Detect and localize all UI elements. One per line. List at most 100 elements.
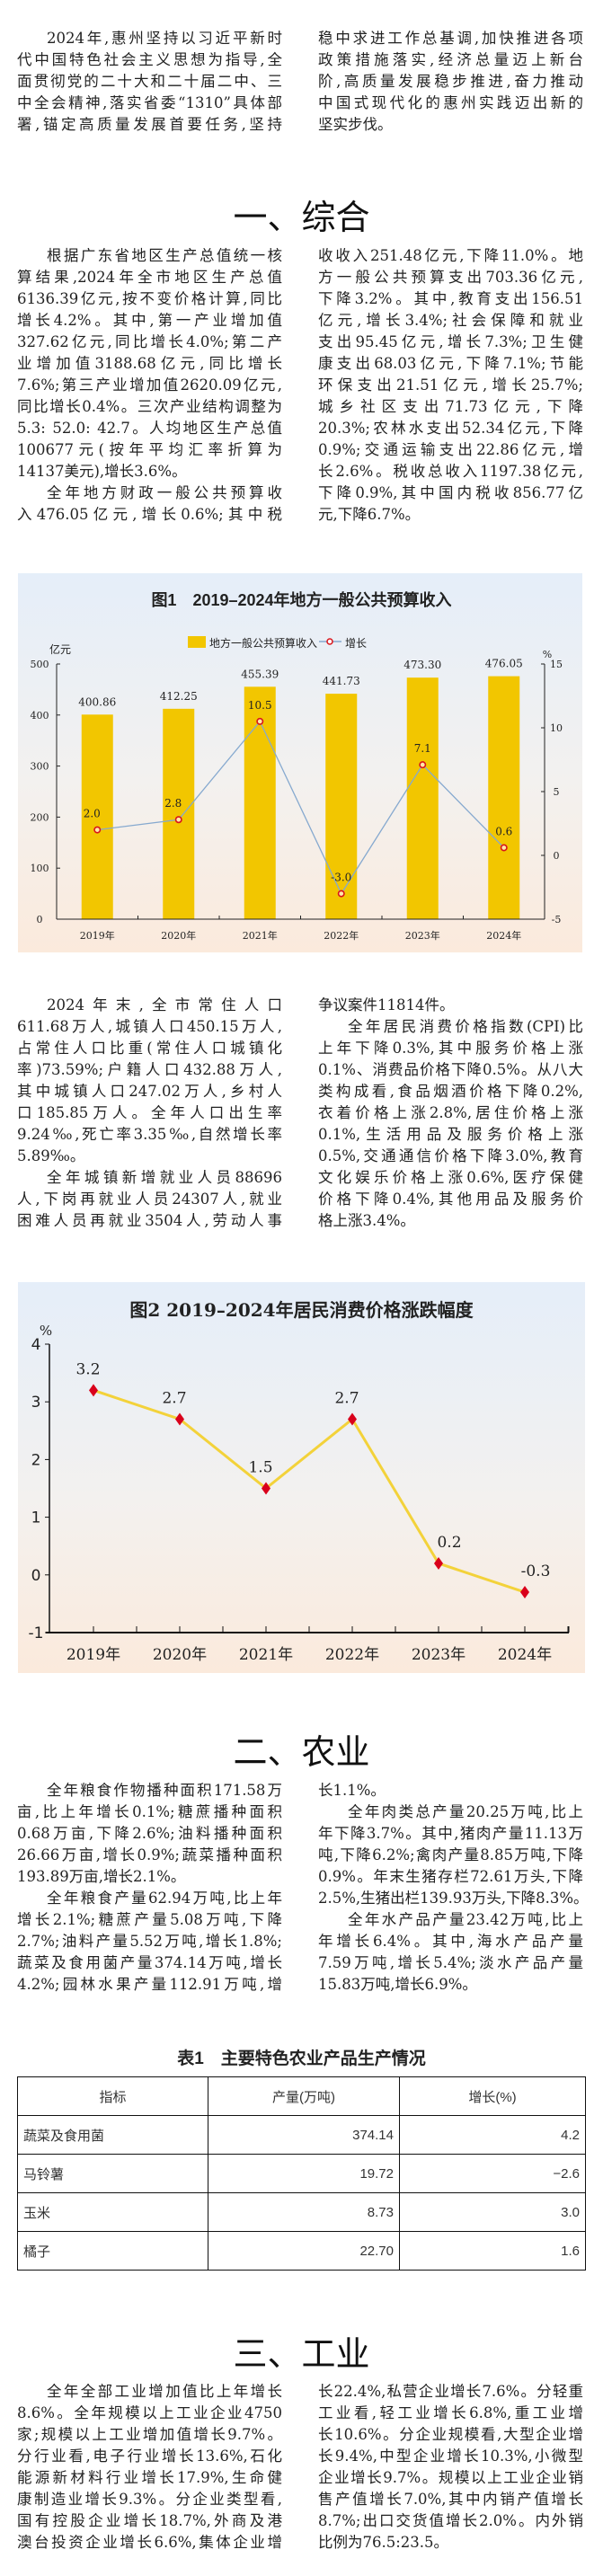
y-tick-label: 4 xyxy=(31,1336,41,1354)
bar xyxy=(163,708,195,919)
bar xyxy=(244,686,276,919)
left-tick-label: 0 xyxy=(37,914,43,925)
growth-cell: 4.2 xyxy=(399,2115,586,2155)
text-line: 20.3%;农林水支出52.34亿元,下降 xyxy=(318,420,583,437)
cpi-value-label: 1.5 xyxy=(248,1459,272,1477)
general-right-column: 收收入251.48亿元,下降11.0%。地 方一般公共预算支出703.36亿元, 下… xyxy=(318,245,583,526)
text-line: 7.59万吨,增长5.4%;淡水产品产量 xyxy=(318,1954,583,1971)
header-indicator: 指标 xyxy=(17,2076,208,2116)
cpi-value-label: 0.2 xyxy=(437,1534,461,1552)
text-line: 长9.4%,中型企业增长10.3%,小微型 xyxy=(318,2448,583,2465)
text-line: 坚实步伐。 xyxy=(318,116,393,133)
text-line: 全年城镇新增就业人员88696 xyxy=(47,1169,282,1186)
population-right-column: 争议案件11814件。 全年居民消费价格指数(CPI)比 上年下降0.3%,其中服务… xyxy=(318,995,583,1232)
text-line: 能源新材料行业增长17.9%,生命健 xyxy=(17,2469,282,2486)
table-header-row: 指标 产量(万吨) 增长(%) xyxy=(17,2076,586,2116)
x-tick-label: 2023年 xyxy=(405,929,440,942)
text-line: 8.6%。全年规模以上工业企业4750 xyxy=(17,2404,282,2421)
section-heading-agriculture: 二、农业 xyxy=(233,1732,370,1772)
text-line: 全年粮食作物播种面积171.58万 xyxy=(47,1782,282,1799)
cpi-marker xyxy=(89,1384,98,1397)
x-tick-label: 2020年 xyxy=(161,929,196,942)
cpi-value-label: 2.7 xyxy=(334,1389,359,1407)
text-line: 年增长6.4%。其中,海水产品产量 xyxy=(318,1933,583,1950)
header-output: 产量(万吨) xyxy=(208,2076,400,2116)
text-line: 下降0.9%,其中国内税收856.77亿 xyxy=(318,484,583,501)
table-row: 橘子 22.70 1.6 xyxy=(17,2231,586,2271)
text-line: 比例为76.5:23.5。 xyxy=(318,2534,449,2551)
right-tick-label: 10 xyxy=(550,722,563,734)
text-line: 吨,下降6.2%;禽肉产量8.85万吨,下降 xyxy=(318,1846,583,1863)
text-line: 类构成看,食品烟酒价格下降0.2%, xyxy=(318,1083,583,1100)
text-line: 2024年,惠州坚持以习近平新时 xyxy=(47,30,282,47)
legend-line-label: 增长 xyxy=(345,637,367,650)
left-tick-label: 400 xyxy=(31,710,49,721)
y-axis-unit: % xyxy=(40,1323,52,1339)
x-tick-label: 2019年 xyxy=(67,1646,120,1664)
text-line: 0.1%,生活用品及服务价格上涨 xyxy=(318,1126,583,1143)
x-tick-label: 2021年 xyxy=(243,929,278,942)
text-line: 5.89‰。 xyxy=(17,1147,85,1164)
text-line: 面贯彻党的二十大和二十届二中、三 xyxy=(17,73,282,90)
text-line: 7.6%;第三产业增加值2620.09亿元, xyxy=(17,376,282,394)
text-line: 2024年末,全市常住人口 xyxy=(47,996,282,1014)
text-line: 0.9%;交通运输支出22.86亿元,增 xyxy=(318,441,583,458)
text-line: 15.83万吨,增长6.9%。 xyxy=(318,1976,477,1993)
right-tick-label: 0 xyxy=(554,850,560,862)
text-line: 增长4.2%。其中,第一产业增加值 xyxy=(17,312,282,329)
text-line: 长10.6%。分企业规模看,大型企业增 xyxy=(318,2426,583,2443)
text-line: 家;规模以上工业增加值增长9.7%。 xyxy=(17,2426,282,2443)
text-line: 争议案件11814件。 xyxy=(318,996,455,1014)
text-line: 元,下降6.7%。 xyxy=(318,506,421,523)
right-tick-label: 15 xyxy=(550,659,563,670)
output-cell: 374.14 xyxy=(208,2115,400,2155)
x-tick-label: 2021年 xyxy=(239,1646,293,1664)
bar-value-label: 400.86 xyxy=(78,695,116,708)
chart2-cpi: % -1 0 1 2 3 4 2019年 2020年 2021年 2022年 2023年 2024年 3.… xyxy=(18,1282,585,1673)
text-line: 人,下岗再就业人员24307人,就业 xyxy=(17,1191,282,1208)
text-line: 占常住人口比重(常住人口城镇化 xyxy=(17,1040,282,1057)
text-line: 193.89万亩,增长2.1%。 xyxy=(17,1868,186,1885)
text-line: 署,锚定高质量发展首要任务,坚持 xyxy=(17,116,282,133)
cpi-marker xyxy=(520,1586,529,1599)
text-line: 售产值增长7.0%,其中内销产值增长 xyxy=(318,2491,583,2508)
x-tick-label: 2019年 xyxy=(80,929,115,942)
bar xyxy=(406,677,439,919)
growth-cell: 1.6 xyxy=(399,2231,586,2271)
text-line: 率)73.59%;户籍人口432.88万人, xyxy=(17,1061,282,1078)
y-tick-label: -1 xyxy=(29,1624,44,1642)
right-tick-label: 5 xyxy=(554,786,560,798)
population-left-column: 2024年末,全市常住人口 611.68万人,城镇人口450.15万人, 占常住人口… xyxy=(17,995,282,1232)
right-tick-label: -5 xyxy=(552,914,562,925)
growth-marker xyxy=(337,890,345,898)
agriculture-right-column: 长1.1%。 全年肉类总产量20.25万吨,比上 年下降3.7%。其中,猪肉产量11… xyxy=(318,1780,589,1996)
left-tick-label: 300 xyxy=(31,761,49,773)
growth-marker xyxy=(256,717,264,725)
growth-value-label: 2.0 xyxy=(84,808,101,820)
text-line: 入476.05亿元,增长0.6%;其中税 xyxy=(17,506,282,523)
text-line: 中国式现代化的惠州实践迈出新的 xyxy=(318,94,583,111)
text-line: 格上涨3.4%。 xyxy=(318,1212,415,1229)
cpi-marker xyxy=(348,1412,357,1426)
x-tick-label: 2024年 xyxy=(498,1646,552,1664)
text-line: 0.5%,交通通信价格下降3.0%,教育 xyxy=(318,1147,583,1164)
text-line: 蔬菜及食用菌产量374.14万吨,增长 xyxy=(17,1954,282,1971)
text-line: 算结果,2024年全市地区生产总值 xyxy=(17,269,282,286)
bar xyxy=(488,676,520,919)
growth-marker xyxy=(174,816,182,824)
text-line: 文化娱乐价格上涨0.6%,医疗保健 xyxy=(318,1169,583,1186)
text-line: 支出95.45亿元,增长7.3%;卫生健 xyxy=(318,333,583,350)
cpi-marker xyxy=(434,1556,443,1570)
table-row: 蔬菜及食用菌 374.14 4.2 xyxy=(17,2115,586,2155)
cpi-value-label: -0.3 xyxy=(521,1562,551,1580)
text-line: 同比增长0.4%。三次产业结构调整为 xyxy=(17,398,282,415)
text-line: 327.62亿元,同比增长4.0%;第二产 xyxy=(17,333,282,350)
text-line: 亿元,增长3.4%;社会保障和就业 xyxy=(318,312,583,329)
chart1-title: 图1 2019–2024年地方一般公共预算收入 xyxy=(151,591,452,609)
text-line: 长22.4%,私营企业增长7.6%。分轻重 xyxy=(318,2383,583,2400)
y-tick-label: 2 xyxy=(31,1451,41,1469)
industry-left-column: 全年全部工业增加值比上年增长 8.6%。全年规模以上工业企业4750 家;规模以上工… xyxy=(17,2381,282,2554)
legend-bar-label: 地方一般公共预算收入 xyxy=(209,636,317,650)
text-line: 下降3.2%。其中,教育支出156.51 xyxy=(318,290,583,307)
text-line: 根据广东省地区生产总值统一核 xyxy=(47,247,282,264)
